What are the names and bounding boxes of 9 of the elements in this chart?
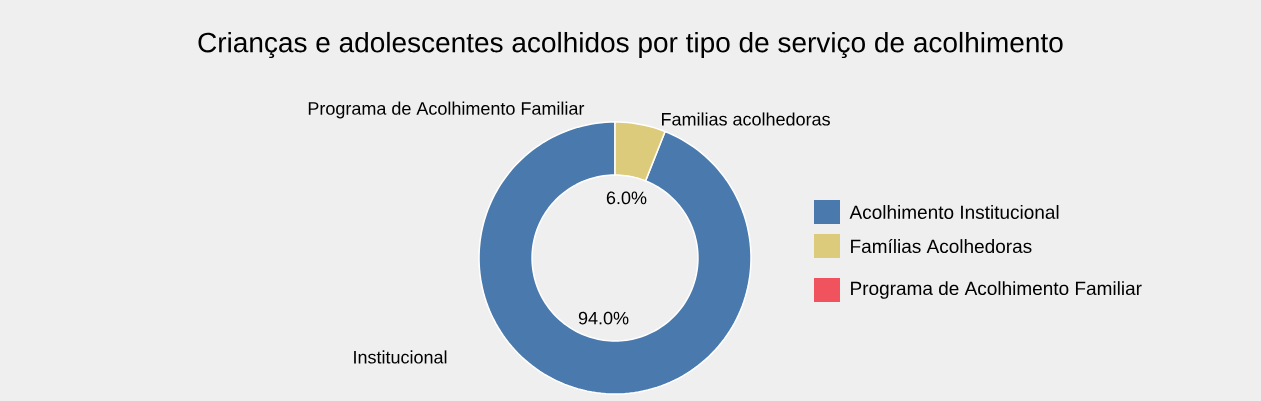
data-label: 6.0%: [606, 191, 647, 205]
legend-label: Famílias Acolhedoras: [851, 238, 1032, 254]
text: Institucional: [354, 350, 447, 364]
legend-label: Programa de Acolhimento Familiar: [851, 281, 1142, 299]
chart-title: Crianças e adolescentes acolhidos por tipo de serviço de acolhimento: [198, 31, 1063, 59]
text: Familias acolhedoras: [662, 112, 830, 126]
legend-label: Acolhimento Institucional: [849, 205, 1059, 219]
text: Programa de Acolhimento Familiar: [308, 101, 585, 119]
data-label: 94.0%: [578, 311, 629, 325]
